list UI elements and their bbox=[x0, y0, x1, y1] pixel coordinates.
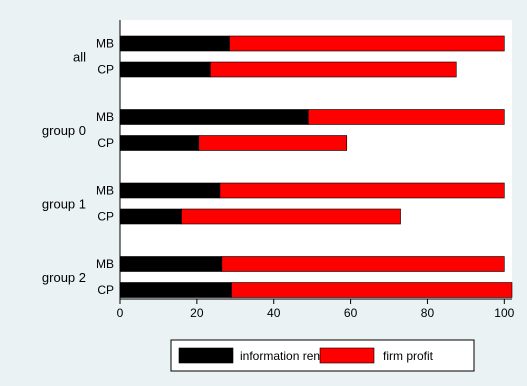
legend-label-information-rent: information rent bbox=[240, 349, 324, 363]
x-tick-label: 80 bbox=[421, 306, 435, 320]
x-tick-label: 0 bbox=[117, 306, 124, 320]
bar-segment-information-rent bbox=[119, 61, 211, 78]
bar-segment-firm-profit bbox=[229, 35, 505, 52]
x-tick-label: 40 bbox=[267, 306, 281, 320]
x-tick-label: 60 bbox=[344, 306, 358, 320]
bar-segment-information-rent bbox=[119, 282, 232, 298]
legend-swatch-information-rent bbox=[178, 347, 234, 364]
bar-segment-information-rent bbox=[119, 208, 182, 225]
bar-segment-firm-profit bbox=[219, 182, 505, 199]
bar-category-label: MB bbox=[96, 257, 114, 271]
bar-segment-information-rent bbox=[119, 135, 200, 151]
legend-swatch-firm-profit bbox=[319, 347, 375, 364]
x-tick-label: 100 bbox=[494, 306, 514, 320]
bar-category-label: MB bbox=[96, 37, 114, 51]
bar-category-label: CP bbox=[97, 63, 114, 77]
group-label: group 0 bbox=[42, 123, 86, 138]
bar-category-label: CP bbox=[97, 283, 114, 297]
bar-segment-firm-profit bbox=[181, 208, 401, 225]
bar-segment-firm-profit bbox=[231, 282, 513, 298]
bar-segment-information-rent bbox=[119, 109, 309, 125]
bar-segment-information-rent bbox=[119, 35, 230, 52]
group-label: all bbox=[73, 50, 86, 65]
bar-segment-information-rent bbox=[119, 182, 221, 199]
group-label: group 1 bbox=[42, 197, 86, 212]
x-tick-label: 20 bbox=[190, 306, 204, 320]
bar-category-label: MB bbox=[96, 184, 114, 198]
bar-category-label: CP bbox=[97, 210, 114, 224]
group-label: group 2 bbox=[42, 270, 86, 285]
bar-segment-firm-profit bbox=[198, 135, 348, 151]
bar-category-label: MB bbox=[96, 110, 114, 124]
bar-segment-firm-profit bbox=[308, 109, 505, 125]
bar-category-label: CP bbox=[97, 136, 114, 150]
legend-label-firm-profit: firm profit bbox=[383, 349, 434, 363]
bar-segment-firm-profit bbox=[221, 256, 505, 272]
bar-segment-information-rent bbox=[119, 256, 223, 272]
bar-segment-firm-profit bbox=[210, 61, 457, 78]
legend: information rent firm profit bbox=[170, 339, 475, 372]
